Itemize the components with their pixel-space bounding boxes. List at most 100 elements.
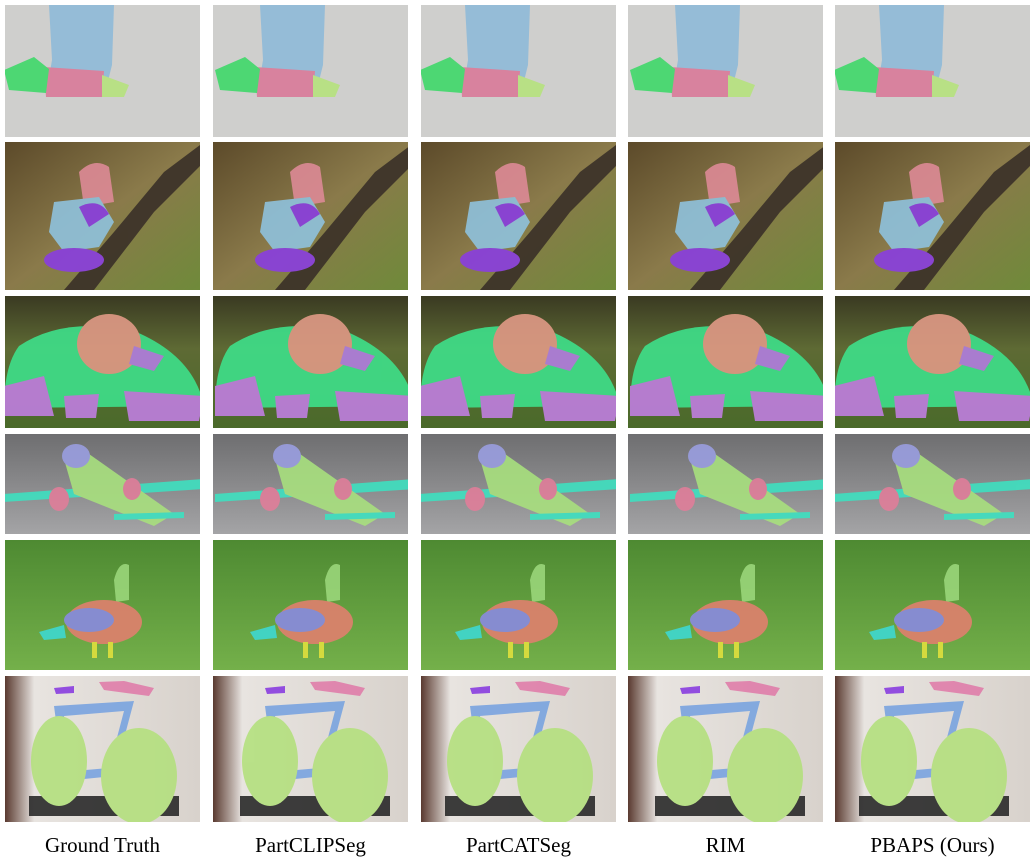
part-region [273, 444, 301, 468]
cell-content [213, 142, 415, 290]
cell-content [628, 5, 823, 137]
image-cell [628, 434, 830, 534]
cell-content [835, 540, 1030, 670]
part-region [938, 642, 943, 658]
column-label: RIM [706, 833, 746, 857]
cell-content [628, 296, 830, 428]
image-cell [835, 142, 1030, 290]
part-region [734, 642, 739, 658]
part-region [688, 444, 716, 468]
part-region [480, 394, 515, 418]
part-region [718, 642, 723, 658]
image-cell [834, 5, 1030, 137]
part-region [954, 391, 1030, 421]
cell-content [835, 142, 1030, 290]
column-label: PartCATSeg [466, 833, 572, 857]
cell-content [835, 676, 1030, 824]
image-cell [5, 540, 200, 670]
cell-content [213, 434, 415, 534]
part-region [539, 478, 557, 500]
cell-content [420, 5, 616, 137]
part-region [303, 642, 308, 658]
part-region [124, 391, 204, 421]
image-cell [213, 142, 415, 290]
part-region [894, 394, 929, 418]
image-cell [835, 540, 1030, 670]
cell-content [834, 434, 1030, 534]
image-cell [421, 676, 616, 824]
cell-content [421, 540, 616, 670]
part-region [670, 67, 730, 97]
column-label: PBAPS (Ours) [870, 833, 994, 857]
cell-content [213, 296, 415, 428]
part-region [447, 716, 503, 806]
part-region [312, 728, 388, 824]
part-region [62, 444, 90, 468]
image-cell [420, 296, 620, 428]
cell-content [628, 676, 823, 824]
cell-content [420, 434, 620, 534]
part-region [874, 248, 934, 272]
part-region [465, 487, 485, 511]
cell-content [213, 676, 408, 824]
cell-content [5, 676, 200, 824]
part-region [288, 314, 352, 374]
part-region [524, 642, 529, 658]
part-region [690, 394, 725, 418]
cell-content [420, 296, 620, 428]
part-region [894, 608, 944, 632]
image-cell [420, 434, 620, 534]
cell-content [834, 296, 1030, 428]
cell-content [421, 142, 620, 290]
part-region [675, 487, 695, 511]
image-cell [213, 540, 408, 670]
image-cell [628, 296, 830, 428]
cell-content [213, 540, 408, 670]
part-region [123, 478, 141, 500]
part-region [334, 478, 352, 500]
part-region [703, 314, 767, 374]
image-cell [628, 142, 830, 290]
column-label: PartCLIPSeg [255, 833, 366, 857]
part-region [92, 642, 97, 658]
image-cell [5, 676, 200, 824]
part-region [77, 314, 141, 374]
image-cell [213, 434, 415, 534]
part-region [31, 716, 87, 806]
part-region [319, 642, 324, 658]
cell-content [628, 142, 830, 290]
cell-content [5, 142, 204, 290]
part-region [275, 394, 310, 418]
part-region [260, 487, 280, 511]
image-cell [213, 296, 415, 428]
part-region [101, 728, 177, 824]
part-region [750, 391, 830, 421]
part-region [727, 728, 803, 824]
part-region [657, 716, 713, 806]
part-region [64, 394, 99, 418]
part-region [874, 67, 934, 97]
cell-content [421, 676, 616, 824]
part-region [242, 716, 298, 806]
cell-content [834, 5, 1030, 137]
image-cell [421, 142, 620, 290]
cell-content [4, 5, 200, 137]
part-region [44, 67, 104, 97]
part-region [460, 248, 520, 272]
image-cell [628, 540, 823, 670]
part-region [749, 478, 767, 500]
image-cell [421, 540, 616, 670]
cell-content [628, 434, 830, 534]
part-region [922, 642, 927, 658]
part-region [44, 248, 104, 272]
part-region [670, 248, 730, 272]
part-region [931, 728, 1007, 824]
cell-content [5, 540, 200, 670]
image-cell [213, 676, 408, 824]
cell-content [4, 434, 204, 534]
figure: Ground Truth PartCLIPSeg PartCATSeg RIM PBAP… [0, 0, 1030, 862]
column-label: Ground Truth [45, 833, 160, 857]
part-region [335, 391, 415, 421]
part-region [108, 642, 113, 658]
image-cell [5, 142, 204, 290]
